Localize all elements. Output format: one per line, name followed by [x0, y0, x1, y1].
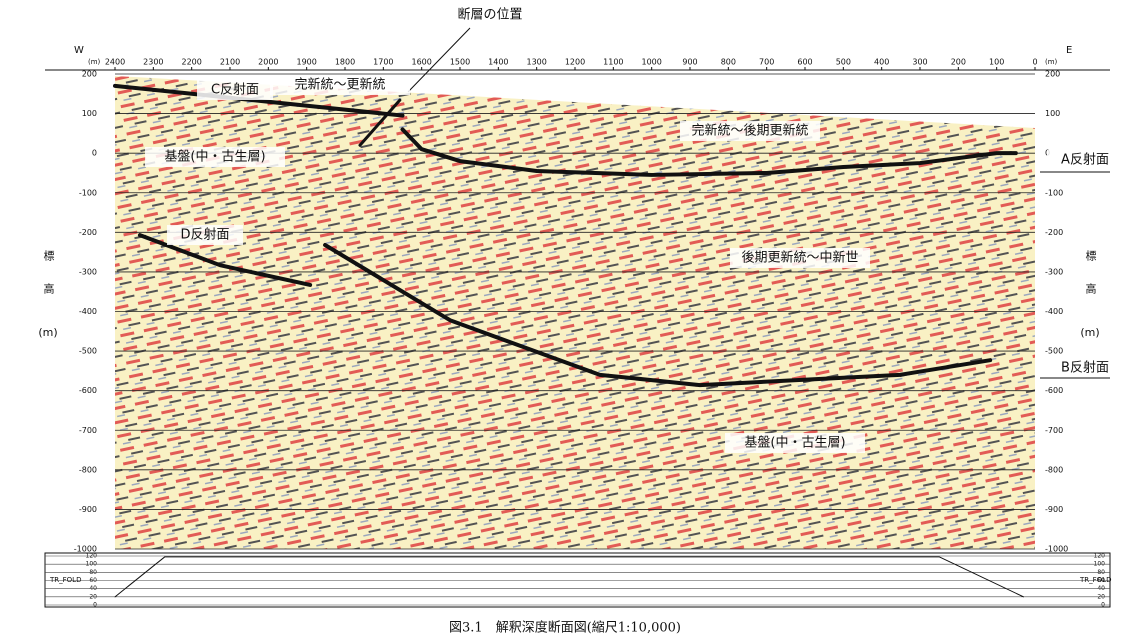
y-tick-label: -700 [1045, 426, 1063, 435]
y-tick-label: 0 [92, 149, 97, 158]
x-tick-label: 2000 [258, 58, 278, 67]
x-tick-label: 300 [912, 58, 927, 67]
x-tick-label: 1400 [488, 58, 508, 67]
x-unit: (m) [88, 58, 101, 66]
y-tick-label: 100 [1045, 109, 1060, 118]
y-tick-label: -900 [1045, 505, 1063, 514]
label-box [452, 5, 528, 25]
y-tick-label: -600 [1045, 386, 1063, 395]
x-tick-label: 2300 [143, 58, 163, 67]
annotation-pointer [407, 27, 471, 93]
y-axis-label: TR_FOLD [1079, 576, 1111, 584]
annotation: 基盤(中・古生層) [164, 150, 265, 165]
y-tick-label: -300 [1045, 267, 1063, 276]
series-label: C反射面 [211, 82, 259, 98]
x-tick-label: 1200 [565, 58, 585, 67]
label-box [270, 75, 410, 95]
y-tick-label: 200 [1045, 70, 1060, 79]
y-tick-label: 200 [82, 70, 97, 79]
x-tick-label: 1300 [526, 58, 546, 67]
y-tick-label: -900 [79, 505, 97, 514]
y-tick-label: -700 [79, 426, 97, 435]
x-tick-label: 1500 [450, 58, 470, 67]
y-tick-label: -1000 [74, 545, 97, 554]
line-series [114, 556, 1024, 598]
label-box [725, 433, 865, 453]
line-series [358, 98, 402, 147]
y-axis-unit: (m) [38, 326, 57, 339]
label-box [1047, 358, 1123, 378]
y-tick-label: -400 [1045, 307, 1063, 316]
series-label: B反射面 [1061, 360, 1109, 376]
x-tick-label: 0 [1032, 58, 1037, 67]
x-unit: (m) [1045, 58, 1058, 66]
y-tick-label: -300 [79, 267, 97, 276]
x-tick-label: 200 [951, 58, 966, 67]
x-tick-label: 2200 [181, 58, 201, 67]
west-label: W [74, 45, 84, 56]
east-label: E [1066, 45, 1072, 56]
fold-panel [44, 552, 1111, 608]
x-tick-label: 1000 [641, 58, 661, 67]
label-box [730, 248, 870, 268]
x-tick-label: 100 [989, 58, 1004, 67]
label-box [680, 121, 820, 141]
line-series [113, 83, 405, 118]
x-tick-label: 400 [874, 58, 889, 67]
y-tick-label: -500 [1045, 347, 1063, 356]
y-axis-label: 標高 [42, 249, 55, 316]
label-box [197, 80, 273, 100]
label-box [1047, 150, 1123, 170]
annotation: 完新統～更新統 [294, 77, 385, 93]
y-tick-label: -500 [79, 347, 97, 356]
x-tick-label: 1600 [411, 58, 431, 67]
x-tick-label: 1100 [603, 58, 623, 67]
x-tick-label: 900 [682, 58, 697, 67]
x-tick-label: 1800 [335, 58, 355, 67]
x-tick-label: 2400 [105, 58, 125, 67]
line-series [323, 243, 993, 388]
x-tick-label: 500 [836, 58, 851, 67]
chart-title: 図3.1 解釈深度断面図(縮尺1:10,000) [449, 620, 681, 636]
series-label: A反射面 [1061, 152, 1109, 168]
y-axis-label: 標高 [1084, 249, 1097, 316]
y-axis-unit: (m) [1080, 326, 1099, 339]
y-axis-label: TR_FOLD [49, 576, 81, 584]
x-tick-label: 600 [797, 58, 812, 67]
annotation: 完新統～後期更新統 [691, 123, 808, 139]
y-tick-label: -800 [1045, 465, 1063, 474]
y-tick-label: -100 [79, 188, 97, 197]
label-box [145, 147, 285, 167]
y-tick-label: -200 [1045, 228, 1063, 237]
label-box [167, 225, 243, 245]
x-tick-label: 800 [721, 58, 736, 67]
y-tick-label: -1000 [1045, 545, 1068, 554]
y-tick-label: -400 [79, 307, 97, 316]
x-tick-label: 700 [759, 58, 774, 67]
y-tick-label: -100 [1045, 188, 1063, 197]
y-tick-label: 100 [82, 109, 97, 118]
annotation: 後期更新統～中新世 [741, 250, 858, 266]
series-label: D反射面 [180, 227, 229, 243]
y-tick-label: -800 [79, 465, 97, 474]
series-label: 断層の位置 [457, 8, 522, 23]
annotation: 基盤(中・古生層) [744, 436, 845, 451]
x-tick-label: 2100 [220, 58, 240, 67]
x-tick-label: 1700 [373, 58, 393, 67]
seismic-texture [115, 76, 1035, 549]
x-tick-label: 1900 [296, 58, 316, 67]
line-series [137, 233, 313, 287]
line-series [400, 127, 1018, 177]
y-tick-label: -600 [79, 386, 97, 395]
y-tick-label: -200 [79, 228, 97, 237]
